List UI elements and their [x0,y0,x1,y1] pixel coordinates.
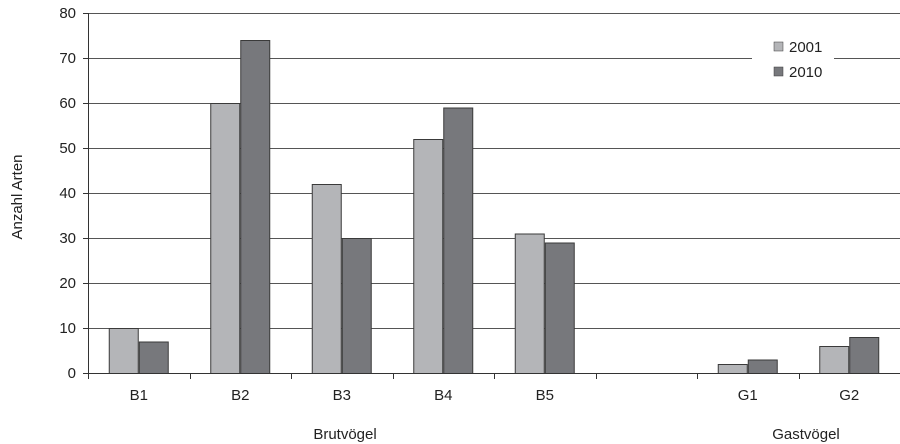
x-tick-labels: B1 B2 B3 B4 B5 G1 G2 [130,387,860,404]
x-tick-label-b2: B2 [231,387,249,404]
bar-2010-b1 [138,341,169,374]
y-tick-label: 40 [59,185,76,202]
y-tick-label: 60 [59,95,76,112]
x-tick-label-g1: G1 [738,387,758,404]
bar-2001-b4 [413,139,444,374]
y-tick-label: 0 [68,365,76,382]
group-label-gastvoegel: Gastvögel [772,426,840,443]
bar-2001-b3 [311,184,342,374]
bar-2010-b3 [341,238,372,374]
bar-2010-b2 [240,40,271,374]
group-label-brutvoegel: Brutvögel [313,426,376,443]
y-tick-label: 70 [59,50,76,67]
bars [108,40,880,374]
axes [83,13,900,379]
bar-2001-g2 [819,346,850,374]
y-tick-label: 20 [59,275,76,292]
bar-2010-g2 [849,337,880,374]
bar-2010-b5 [544,242,575,374]
x-tick-label-g2: G2 [839,387,859,404]
x-tick-label-b3: B3 [333,387,351,404]
y-axis-label: Anzahl Arten [9,154,26,239]
bar-2010-b4 [443,107,474,374]
bar-2001-b5 [514,233,545,374]
bar-2001-b2 [210,103,241,374]
legend-label-2001: 2001 [789,39,822,56]
legend-swatch-2010 [773,66,784,77]
bar-2001-b1 [108,328,139,374]
y-tick-label: 50 [59,140,76,157]
x-tick-label-b4: B4 [434,387,452,404]
y-tick-label: 30 [59,230,76,247]
x-tick-label-b5: B5 [536,387,554,404]
y-tick-labels: 0 10 20 30 40 50 60 70 80 [59,5,76,382]
bar-2001-g1 [717,364,748,374]
x-tick-label-b1: B1 [130,387,148,404]
legend-background [752,30,834,90]
legend-swatch-2001 [773,41,784,52]
legend-label-2010: 2010 [789,64,822,81]
y-tick-label: 10 [59,320,76,337]
bar-2010-g1 [747,359,778,374]
y-tick-label: 80 [59,5,76,22]
legend: 2001 2010 [752,30,834,90]
